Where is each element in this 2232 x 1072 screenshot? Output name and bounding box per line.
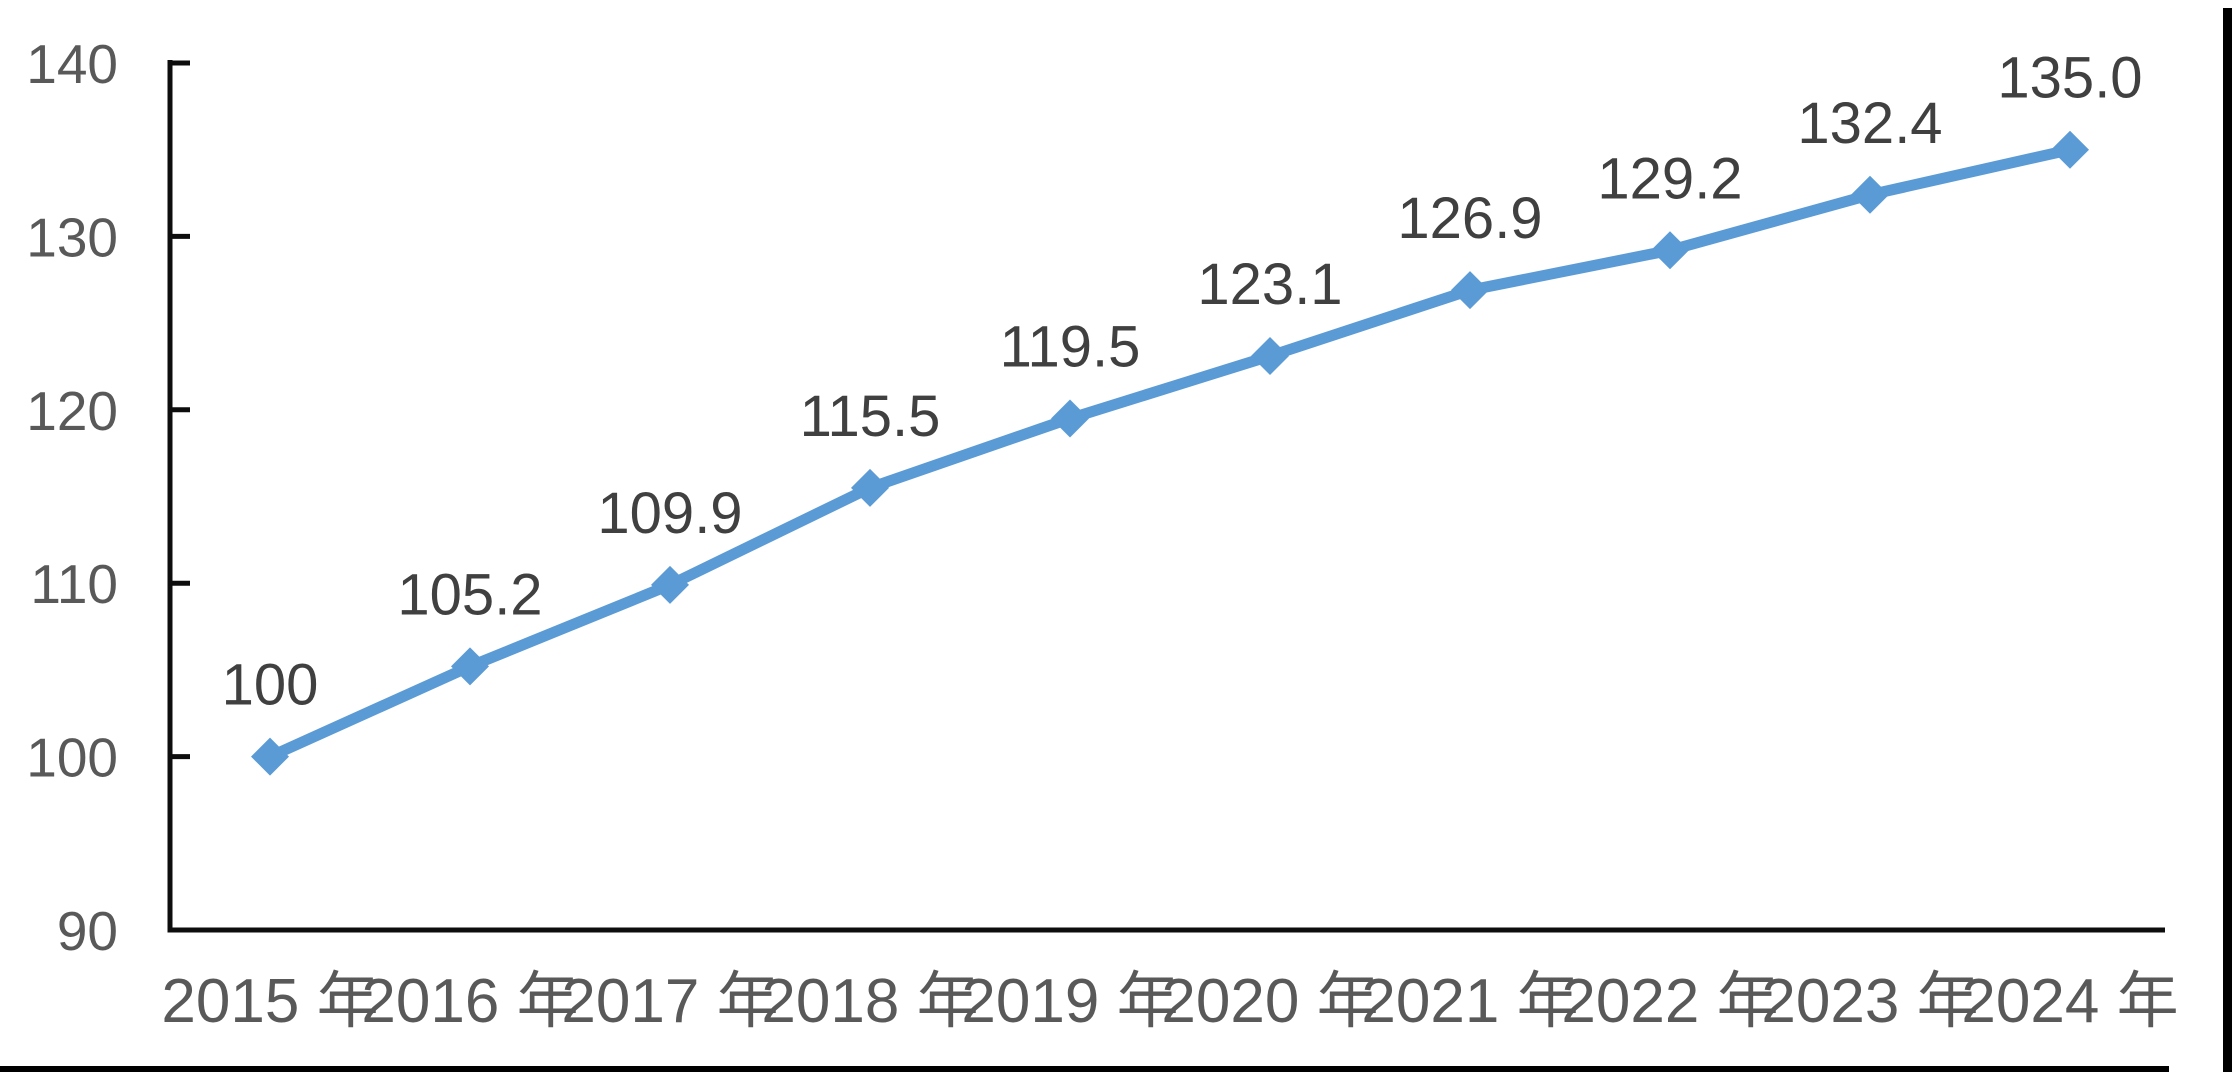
data-point-label: 126.9 (1397, 186, 1542, 251)
page-bottom-border (0, 1066, 2169, 1072)
data-point-marker (1251, 337, 1289, 376)
data-point-label: 105.2 (397, 562, 542, 627)
x-tick-label: 2021 年 (1361, 967, 1578, 1036)
y-tick-label: 100 (26, 727, 118, 789)
x-tick-label: 2016 年 (361, 967, 578, 1036)
page-right-border (2223, 8, 2232, 1072)
series-line (264, 144, 2076, 763)
x-tick-label: 2018 年 (761, 967, 978, 1036)
data-point-marker (651, 565, 689, 604)
data-point-label: 135.0 (1997, 46, 2142, 111)
data-point-label: 129.2 (1597, 146, 1742, 211)
x-tick-label: 2015 年 (161, 967, 378, 1036)
data-point-label: 119.5 (1000, 314, 1141, 379)
x-tick-label: 2017 年 (561, 967, 778, 1036)
data-point-marker (1651, 231, 1689, 270)
x-tick-label: 2020 年 (1161, 967, 1378, 1036)
data-point-label: 123.1 (1197, 252, 1342, 317)
y-tick-label: 110 (30, 553, 118, 615)
data-point-label: 109.9 (597, 481, 742, 546)
data-point-marker (451, 647, 489, 686)
data-point-marker (1451, 271, 1489, 310)
x-tick-label: 2019 年 (961, 967, 1178, 1036)
data-point-label: 132.4 (1797, 91, 1942, 156)
data-point-marker (851, 468, 889, 507)
y-tick-label: 130 (26, 206, 118, 268)
x-tick-label: 2022 年 (1561, 967, 1778, 1036)
data-point-label: 115.5 (800, 384, 941, 449)
y-tick-label: 140 (26, 33, 118, 95)
data-point-marker (251, 737, 289, 776)
data-point-marker (2051, 130, 2089, 169)
y-tick-label: 90 (57, 900, 118, 962)
x-tick-label: 2023 年 (1761, 967, 1978, 1036)
x-tick-label: 2024 年 (1961, 967, 2178, 1036)
data-point-marker (1051, 399, 1089, 438)
y-tick-label: 120 (26, 380, 118, 442)
data-point-marker (1851, 175, 1889, 214)
data-point-label: 100 (222, 653, 319, 718)
